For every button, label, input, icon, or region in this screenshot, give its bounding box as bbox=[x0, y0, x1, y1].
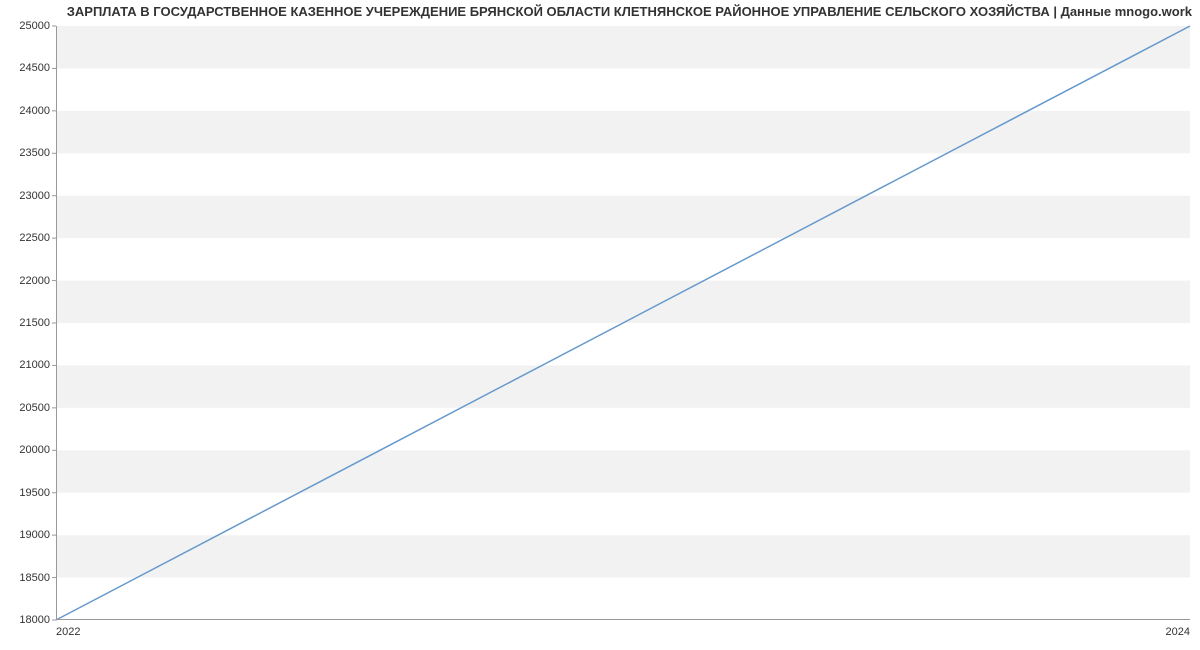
grid-band bbox=[56, 578, 1190, 620]
y-tick-label: 18000 bbox=[19, 614, 50, 626]
y-tick-label: 19000 bbox=[19, 529, 50, 541]
grid-band bbox=[56, 26, 1190, 68]
y-tick-label: 21000 bbox=[19, 359, 50, 371]
y-tick-label: 25000 bbox=[19, 20, 50, 32]
grid-band bbox=[56, 450, 1190, 492]
y-tick-label: 23500 bbox=[19, 147, 50, 159]
grid-band bbox=[56, 238, 1190, 280]
grid-band bbox=[56, 323, 1190, 365]
y-tick-label: 24500 bbox=[19, 62, 50, 74]
x-tick-label: 2024 bbox=[1166, 626, 1190, 638]
chart-container: ЗАРПЛАТА В ГОСУДАРСТВЕННОЕ КАЗЕННОЕ УЧЕР… bbox=[0, 0, 1200, 650]
y-tick-label: 20500 bbox=[19, 402, 50, 414]
grid-band bbox=[56, 281, 1190, 323]
y-tick-label: 21500 bbox=[19, 317, 50, 329]
grid-band bbox=[56, 408, 1190, 450]
grid-band bbox=[56, 535, 1190, 577]
x-tick-label: 2022 bbox=[56, 626, 80, 638]
y-tick-label: 19500 bbox=[19, 487, 50, 499]
chart-svg bbox=[56, 26, 1190, 620]
y-tick-label: 24000 bbox=[19, 105, 50, 117]
plot-area: 1800018500190001950020000205002100021500… bbox=[56, 26, 1190, 620]
y-tick-label: 22500 bbox=[19, 232, 50, 244]
grid-band bbox=[56, 111, 1190, 153]
y-tick-label: 23000 bbox=[19, 190, 50, 202]
grid-band bbox=[56, 365, 1190, 407]
grid-band bbox=[56, 196, 1190, 238]
grid-band bbox=[56, 493, 1190, 535]
y-tick-label: 22000 bbox=[19, 275, 50, 287]
y-tick-label: 18500 bbox=[19, 572, 50, 584]
grid-band bbox=[56, 68, 1190, 110]
y-tick-label: 20000 bbox=[19, 444, 50, 456]
grid-band bbox=[56, 153, 1190, 195]
chart-title: ЗАРПЛАТА В ГОСУДАРСТВЕННОЕ КАЗЕННОЕ УЧЕР… bbox=[0, 4, 1192, 19]
